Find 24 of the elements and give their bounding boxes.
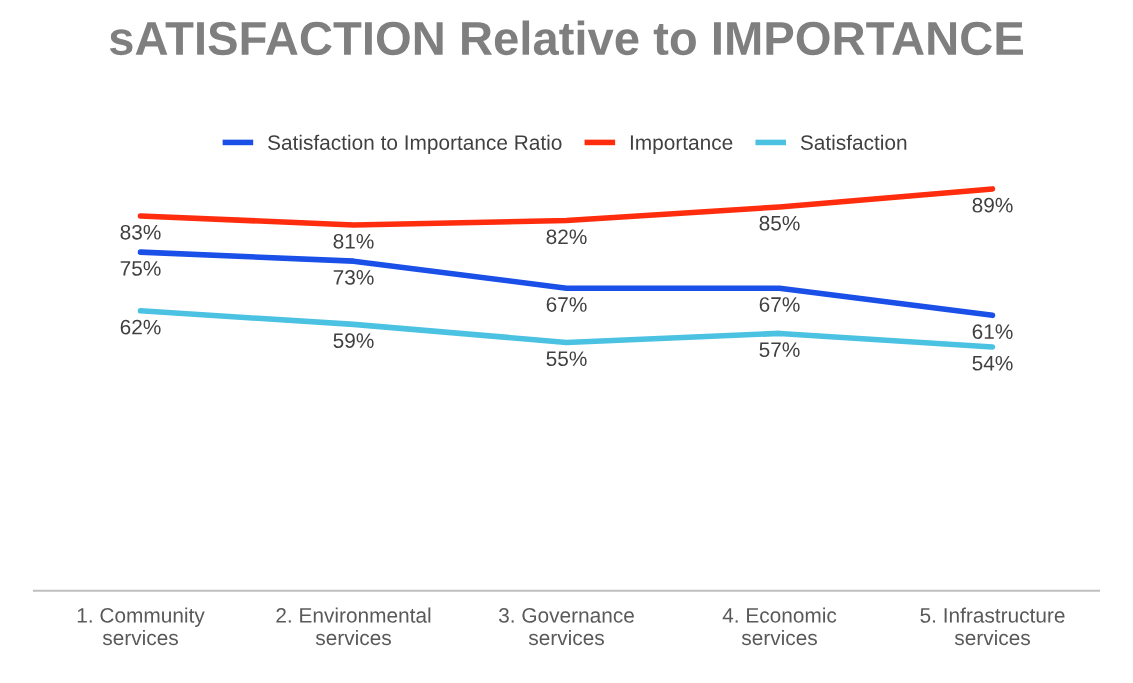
data-label: 83% bbox=[120, 224, 161, 240]
chart-title: sATISFACTION Relative to IMPORTANCE bbox=[109, 20, 1023, 56]
data-label: 55% bbox=[546, 351, 587, 367]
data-label: 73% bbox=[333, 270, 374, 285]
data-label: 82% bbox=[546, 229, 587, 245]
data-label: 54% bbox=[972, 355, 1013, 371]
x-tick-label: 2. Environmental services bbox=[276, 607, 431, 646]
data-label: 81% bbox=[333, 233, 374, 249]
data-label: 75% bbox=[120, 261, 161, 276]
data-label: 67% bbox=[546, 297, 587, 312]
legend-label: Importance bbox=[630, 135, 733, 155]
x-tick-label: 1. Community services bbox=[77, 607, 205, 646]
legend-label: Satisfaction bbox=[800, 134, 907, 150]
data-label: 85% bbox=[759, 215, 800, 231]
data-label: 59% bbox=[333, 333, 374, 348]
data-label: 62% bbox=[120, 319, 161, 335]
data-label: 61% bbox=[972, 324, 1013, 339]
x-tick-label: 4. Economic services bbox=[722, 607, 837, 646]
legend-label: Satisfaction to Importance Ratio bbox=[268, 134, 562, 155]
data-label: 89% bbox=[972, 197, 1013, 213]
data-label: 67% bbox=[759, 297, 800, 312]
data-label: 57% bbox=[759, 342, 800, 358]
x-tick-label: 3. Governance services bbox=[498, 608, 634, 646]
x-tick-label: 5. Infrastructure services bbox=[920, 607, 1065, 646]
